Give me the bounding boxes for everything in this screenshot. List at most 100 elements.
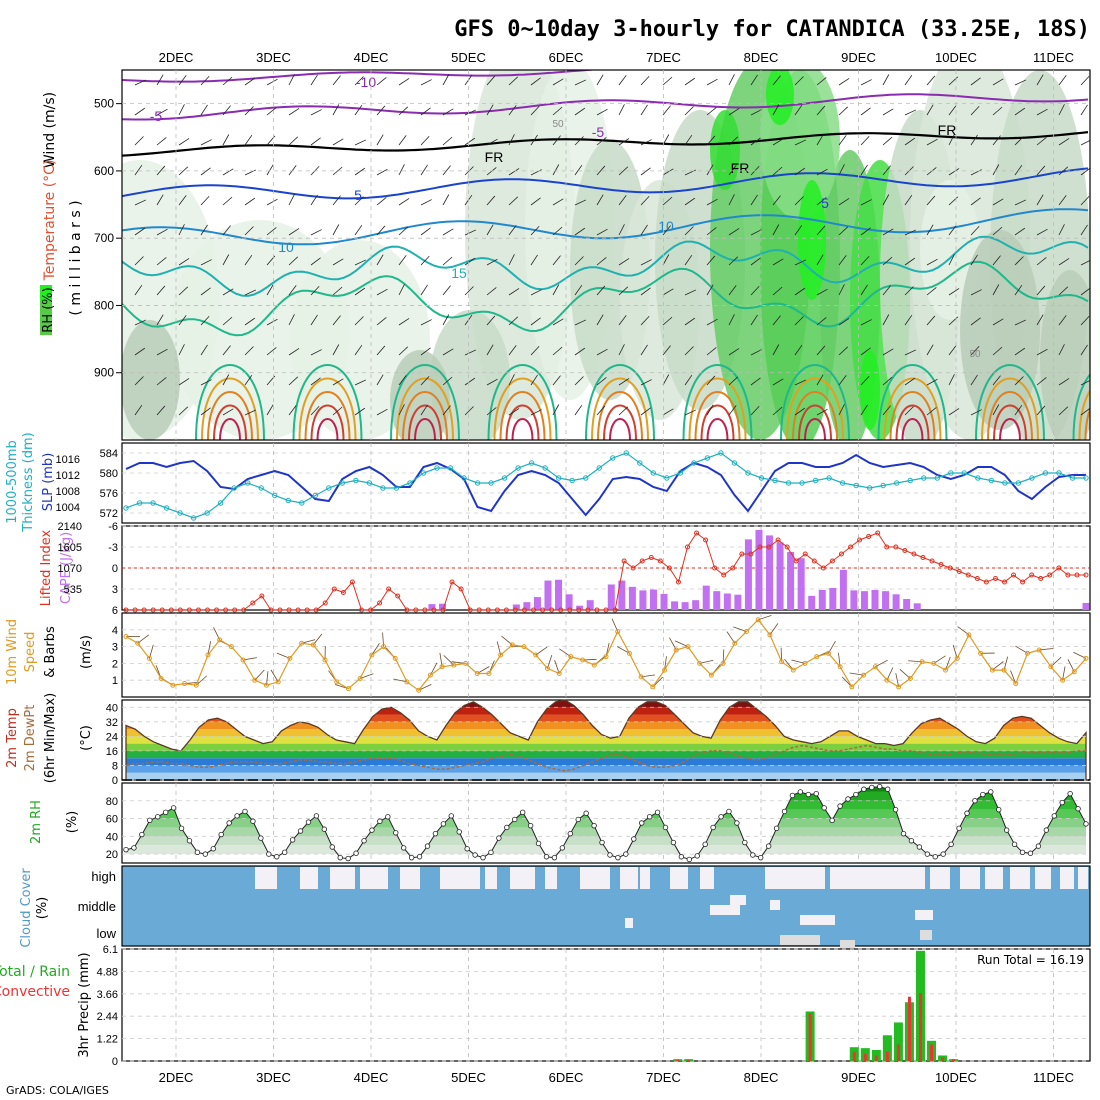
wind-barb xyxy=(288,74,295,86)
thickness-point xyxy=(921,475,927,481)
rh-point xyxy=(353,850,359,856)
cloud-label-2: (%) xyxy=(35,897,50,920)
thickness-point xyxy=(434,465,440,471)
wind-speed-point xyxy=(556,670,562,676)
precip-conv-bar xyxy=(952,1059,956,1061)
rh-point xyxy=(765,843,772,849)
li-point xyxy=(621,558,627,564)
wind-barb xyxy=(1080,167,1090,176)
rh-point xyxy=(535,840,542,847)
tick-label: 20 xyxy=(106,849,118,861)
thickness-point xyxy=(691,460,697,466)
li-point xyxy=(893,544,899,550)
wind-barb xyxy=(508,288,520,296)
slp-tick-label: 1016 xyxy=(56,454,80,466)
warm-contour xyxy=(1084,406,1090,440)
rh-point xyxy=(877,783,883,790)
li-point xyxy=(974,576,980,581)
wind-barb xyxy=(618,166,629,176)
wind-barb xyxy=(530,77,541,86)
wind-barb xyxy=(552,404,560,416)
wind-barb xyxy=(684,169,697,176)
li-point xyxy=(277,607,283,613)
rh-point xyxy=(702,841,708,848)
wind-speed-point xyxy=(1036,647,1042,653)
thickness-point xyxy=(853,482,859,489)
day-label-bottom: 10DEC xyxy=(935,1070,977,1085)
wind-speed-point xyxy=(392,655,398,661)
thickness-point xyxy=(1083,475,1089,481)
wind-barb xyxy=(1014,284,1023,296)
precip-label: 3hr Precip (mm) xyxy=(77,952,92,1057)
li-point xyxy=(947,565,953,571)
rh-point xyxy=(194,849,201,856)
wind-barb xyxy=(794,196,804,206)
wind-barb xyxy=(596,405,606,416)
wind-barb xyxy=(530,197,541,206)
wind-barb xyxy=(618,258,630,266)
cape-bar xyxy=(787,551,795,610)
cloud-clear-cell xyxy=(640,867,650,889)
wind-barb xyxy=(1058,258,1070,266)
wind-barb xyxy=(926,104,934,116)
wind-barb xyxy=(750,194,758,206)
wind-barb xyxy=(992,284,1000,296)
wind-barb xyxy=(1058,195,1067,206)
li-point xyxy=(965,572,971,578)
wind-barb xyxy=(816,408,828,416)
wind-speed-point xyxy=(322,657,328,663)
wind-speed-point xyxy=(182,681,188,687)
warm-contour xyxy=(493,377,552,440)
wind-barb xyxy=(860,135,870,146)
wind-barb xyxy=(332,195,341,206)
temperature-band xyxy=(126,765,1086,773)
wind-speed-point xyxy=(802,660,808,666)
warm-contour xyxy=(889,391,936,440)
rh-point xyxy=(496,835,502,841)
li-point xyxy=(368,607,374,613)
wind-barb xyxy=(266,284,274,296)
wind-barb xyxy=(244,374,253,386)
wind-barb xyxy=(706,227,717,236)
li-point xyxy=(956,569,962,574)
cape-bar xyxy=(882,591,890,610)
thickness-point xyxy=(136,500,143,506)
wind-barb xyxy=(222,134,230,146)
thickness-point xyxy=(204,510,210,516)
li-point xyxy=(186,607,192,613)
cloud-row-label: middle xyxy=(78,899,116,914)
thickness-point xyxy=(501,475,508,481)
wind-speed-point xyxy=(662,667,668,673)
rh-point xyxy=(369,827,375,833)
wind-barb xyxy=(244,106,254,116)
wind-speed-point xyxy=(814,654,820,660)
warm-contour xyxy=(883,377,942,440)
cape-bar xyxy=(692,600,700,610)
cape-bar xyxy=(903,599,911,610)
cape-tick-label: 2140 xyxy=(58,521,82,533)
cape-bar xyxy=(829,588,837,610)
warm-contour xyxy=(609,418,631,440)
wind-speed-point xyxy=(1048,664,1054,670)
thickness-point xyxy=(772,477,778,484)
wind-barb xyxy=(838,255,847,266)
precip-conv-bar xyxy=(907,996,911,1061)
wind-speed-point xyxy=(357,676,363,682)
wind-barb xyxy=(772,224,780,236)
cape-bar xyxy=(523,602,531,610)
cloud-clear-cell xyxy=(800,915,835,925)
wind-speed-point xyxy=(673,647,679,653)
thickness-point xyxy=(353,477,359,484)
cape-bar xyxy=(702,585,710,610)
rh-point xyxy=(210,846,216,852)
wind-barb xyxy=(310,377,321,386)
wind-barb xyxy=(618,286,629,296)
wind-barb xyxy=(1080,344,1088,356)
wind-barb xyxy=(1058,224,1065,236)
day-label-bottom: 4DEC xyxy=(354,1070,389,1085)
wind-speed-point xyxy=(720,660,726,666)
wind-barb xyxy=(904,257,916,266)
wind-barb xyxy=(354,76,364,86)
wind-speed-point xyxy=(287,655,293,661)
wind-barb xyxy=(442,405,451,416)
